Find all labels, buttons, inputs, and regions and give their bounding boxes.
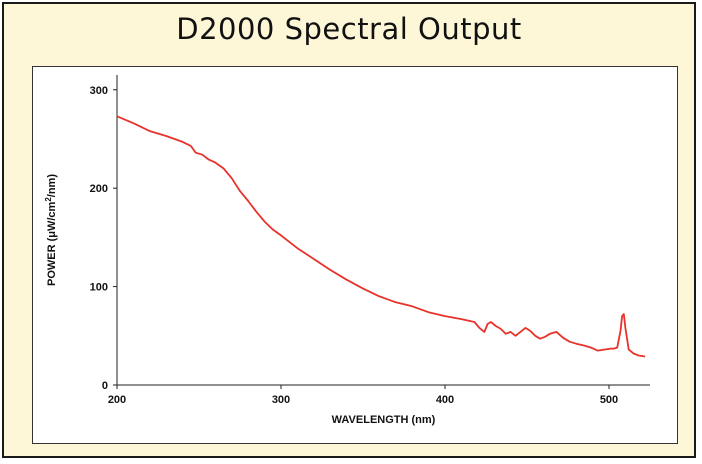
- x-tick-label: 400: [436, 394, 454, 406]
- plot-panel: 0 100 200 300 200 300 400 500 WAVELENGTH (nm) P…: [32, 66, 678, 444]
- spectral-chart-svg: 0 100 200 300 200 300 400 500 WAVELENGTH (nm) P…: [44, 75, 650, 426]
- y-axis-title-superscript: 2: [44, 197, 53, 202]
- y-axis-title: POWER (μW/cm2/nm): [44, 174, 59, 286]
- x-tick-label: 200: [108, 394, 126, 406]
- x-tick-label: 500: [600, 394, 618, 406]
- chart-title: D2000 Spectral Output: [176, 12, 522, 46]
- spectral-output-line: [116, 115, 646, 358]
- y-tick-label: 300: [90, 85, 108, 97]
- x-axis-title: WAVELENGTH (nm): [332, 414, 436, 426]
- y-tick-label: 200: [90, 183, 108, 195]
- series-group: [116, 115, 646, 358]
- y-axis-title-suffix: /nm): [46, 174, 58, 198]
- axes-group: 0 100 200 300 200 300 400 500: [90, 75, 650, 406]
- y-axis-title-prefix: POWER (μW/cm: [46, 201, 58, 286]
- y-tick-label: 100: [90, 282, 108, 294]
- x-tick-label: 300: [272, 394, 290, 406]
- y-tick-label: 0: [102, 380, 108, 392]
- chart-frame: D2000 Spectral Output 0 100 200 300 200 300 40…: [2, 2, 696, 458]
